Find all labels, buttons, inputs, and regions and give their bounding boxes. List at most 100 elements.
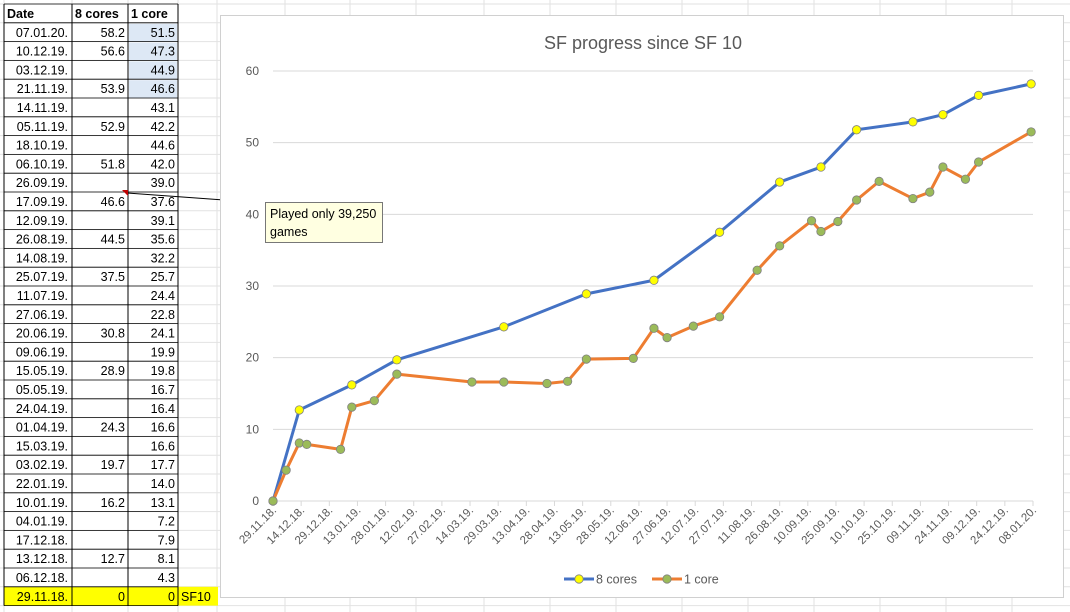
cell-8-cores[interactable]: 53.9 — [101, 82, 125, 96]
data-point-8-cores[interactable] — [816, 162, 826, 172]
data-point-1-core[interactable] — [973, 157, 984, 167]
data-point-1-core[interactable] — [852, 195, 862, 205]
data-point-1-core[interactable] — [581, 354, 591, 364]
cell-1-core[interactable]: 14.0 — [151, 477, 175, 491]
data-point-8-cores[interactable] — [852, 125, 862, 135]
cell-date[interactable]: 12.09.19. — [16, 214, 68, 228]
cell-1-core[interactable]: 44.6 — [151, 139, 175, 153]
cell-1-core[interactable]: 24.4 — [151, 289, 175, 303]
cell-1-core[interactable]: 42.0 — [151, 157, 175, 171]
cell-date[interactable]: 05.11.19. — [17, 120, 68, 134]
data-point-8-cores[interactable] — [973, 90, 984, 100]
cell-8-cores[interactable]: 28.9 — [101, 364, 125, 378]
cell-1-core[interactable]: 7.2 — [158, 515, 175, 529]
cell-date[interactable]: 21.11.19. — [17, 82, 68, 96]
cell-1-core[interactable]: 19.8 — [151, 364, 175, 378]
data-point-1-core[interactable] — [347, 402, 357, 412]
cell-1-core[interactable]: 17.7 — [151, 458, 175, 472]
data-point-1-core[interactable] — [806, 216, 817, 226]
cell-1-core[interactable]: 0 — [168, 590, 175, 604]
data-point-1-core[interactable] — [925, 187, 935, 197]
cell-1-core[interactable]: 4.3 — [158, 571, 175, 585]
cell-date[interactable]: 25.07.19. — [16, 270, 68, 284]
cell-1-core[interactable]: 16.4 — [151, 402, 175, 416]
cell-1-core[interactable]: 16.7 — [151, 383, 175, 397]
cell-date[interactable]: 13.12.18. — [16, 552, 68, 566]
cell-1-core[interactable]: 16.6 — [151, 421, 175, 435]
cell-date[interactable]: 09.06.19. — [16, 345, 68, 359]
data-point-8-cores[interactable] — [649, 275, 659, 285]
cell-1-core[interactable]: 42.2 — [151, 120, 175, 134]
cell-1-core[interactable]: 39.0 — [151, 176, 175, 190]
cell-1-core[interactable]: 37.6 — [151, 195, 175, 209]
cell-date[interactable]: 04.01.19. — [16, 515, 68, 529]
cell-date[interactable]: 03.02.19. — [16, 458, 68, 472]
data-point-1-core[interactable] — [960, 174, 971, 184]
cell-date[interactable]: 10.01.19. — [16, 496, 68, 510]
data-point-8-cores[interactable] — [347, 380, 357, 390]
cell-date[interactable]: 22.01.19. — [16, 477, 68, 491]
data-point-1-core[interactable] — [908, 193, 918, 204]
cell-date[interactable]: 17.09.19. — [16, 195, 68, 209]
data-point-1-core[interactable] — [874, 176, 884, 186]
data-point-1-core[interactable] — [467, 377, 477, 387]
cell-1-core[interactable]: 16.6 — [151, 439, 175, 453]
cell-date[interactable]: 14.08.19. — [16, 251, 68, 265]
chart-area[interactable]: SF progress since SF 10 0 10 20 30 40 50 60 29.1… — [220, 15, 1064, 598]
cell-date[interactable]: 03.12.19. — [16, 63, 68, 77]
cell-1-core[interactable]: 43.1 — [151, 101, 175, 115]
cell-8-cores[interactable]: 30.8 — [101, 327, 125, 341]
cell-date[interactable]: 17.12.18. — [16, 533, 68, 547]
data-point-1-core[interactable] — [688, 321, 698, 331]
cell-date[interactable]: 24.04.19. — [16, 402, 68, 416]
cell-8-cores[interactable]: 0 — [118, 590, 125, 604]
cell-date[interactable]: 07.01.20. — [16, 26, 68, 40]
cell-date[interactable]: 14.11.19. — [17, 101, 68, 115]
cell-date[interactable]: 11.07.19. — [17, 289, 68, 303]
cell-1-core[interactable]: 47.3 — [151, 45, 175, 59]
data-point-1-core[interactable] — [563, 376, 573, 386]
cell-date[interactable]: 01.04.19. — [16, 421, 68, 435]
data-point-8-cores[interactable] — [938, 110, 948, 120]
cell-1-core[interactable]: 24.1 — [151, 327, 175, 341]
data-point-1-core[interactable] — [938, 162, 948, 172]
cell-1-core[interactable]: 44.9 — [151, 63, 175, 77]
cell-8-cores[interactable]: 46.6 — [101, 195, 125, 209]
cell-date[interactable]: 18.10.19. — [16, 139, 68, 153]
data-point-1-core[interactable] — [294, 438, 304, 448]
cell-8-cores[interactable]: 52.9 — [101, 120, 125, 134]
data-point-1-core[interactable] — [775, 241, 785, 251]
data-point-1-core[interactable] — [335, 444, 346, 454]
cell-1-core[interactable]: 39.1 — [151, 214, 175, 228]
cell-1-core[interactable]: 7.9 — [158, 533, 175, 547]
cell-1-core[interactable]: 19.9 — [151, 345, 175, 359]
cell-8-cores[interactable]: 51.8 — [101, 157, 125, 171]
data-point-1-core[interactable] — [369, 396, 379, 406]
data-point-1-core[interactable] — [542, 378, 552, 389]
data-point-1-core[interactable] — [715, 312, 725, 322]
data-point-1-core[interactable] — [649, 323, 659, 333]
data-point-1-core[interactable] — [662, 332, 672, 343]
cell-8-cores[interactable]: 56.6 — [101, 45, 125, 59]
data-point-1-core[interactable] — [1026, 127, 1036, 137]
cell-1-core[interactable]: 22.8 — [151, 308, 175, 322]
cell-date[interactable]: 26.09.19. — [16, 176, 68, 190]
data-point-1-core[interactable] — [302, 439, 312, 449]
cell-1-core[interactable]: 25.7 — [151, 270, 175, 284]
data-point-8-cores[interactable] — [392, 355, 402, 365]
data-point-1-core[interactable] — [268, 496, 278, 506]
cell-date[interactable]: 29.11.18. — [17, 590, 68, 604]
data-point-8-cores[interactable] — [775, 177, 785, 187]
data-point-1-core[interactable] — [833, 216, 843, 227]
data-point-8-cores[interactable] — [581, 289, 591, 299]
cell-8-cores[interactable]: 16.2 — [101, 496, 125, 510]
cell-date[interactable]: 05.05.19. — [16, 383, 68, 397]
cell-date[interactable]: 27.06.19. — [16, 308, 68, 322]
cell-1-core[interactable]: 35.6 — [151, 233, 175, 247]
cell-1-core[interactable]: 13.1 — [151, 496, 175, 510]
cell-8-cores[interactable]: 58.2 — [101, 26, 125, 40]
cell-date[interactable]: 15.05.19. — [16, 364, 68, 378]
data-point-8-cores[interactable] — [499, 322, 509, 332]
cell-date[interactable]: 20.06.19. — [16, 327, 68, 341]
data-point-8-cores[interactable] — [1026, 79, 1036, 89]
